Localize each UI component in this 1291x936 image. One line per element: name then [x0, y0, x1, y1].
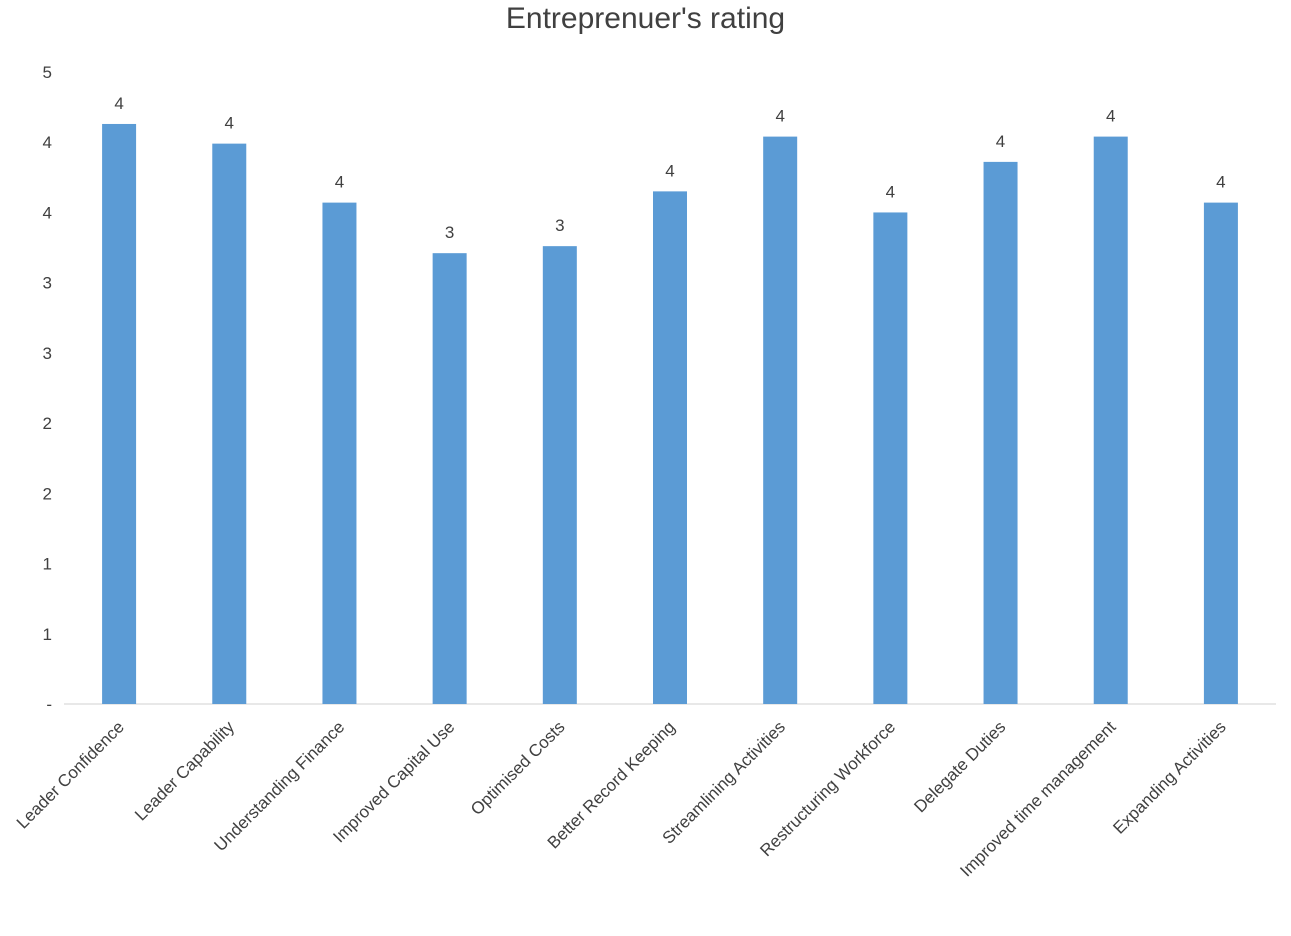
- data-label: 3: [445, 223, 454, 242]
- x-tick-label: Improved Capital Use: [329, 717, 458, 846]
- data-label: 4: [996, 132, 1005, 151]
- bar: [542, 246, 577, 704]
- bar: [1093, 136, 1128, 705]
- x-tick-label: Optimised Costs: [467, 717, 569, 819]
- data-label: 4: [335, 173, 344, 192]
- bar: [212, 143, 247, 705]
- x-tick-label: Expanding Activities: [1109, 717, 1229, 837]
- bar: [1203, 202, 1238, 704]
- x-tick-label: Streamlining Activities: [659, 717, 789, 847]
- bar: [873, 212, 908, 704]
- bar: [102, 123, 137, 704]
- data-label: 3: [555, 216, 564, 235]
- y-tick-label: 3: [43, 344, 52, 363]
- data-label: 4: [225, 114, 234, 133]
- y-tick-label: 4: [43, 203, 52, 222]
- y-tick-label: 2: [43, 484, 52, 503]
- x-tick-label: Understanding Finance: [211, 717, 349, 855]
- y-tick-label: 3: [43, 274, 52, 293]
- bar: [763, 136, 798, 705]
- x-tick-label: Delegate Duties: [910, 717, 1009, 816]
- data-label: 4: [1106, 107, 1115, 126]
- data-label: 4: [114, 94, 123, 113]
- y-tick-label: 2: [43, 414, 52, 433]
- y-tick-label: -: [46, 695, 52, 714]
- y-tick-label: 5: [43, 63, 52, 82]
- y-tick-label: 1: [43, 555, 52, 574]
- x-tick-label: Leader Capability: [131, 717, 238, 824]
- chart-title: Entreprenuer's rating: [505, 2, 786, 35]
- bar: [653, 191, 687, 704]
- x-tick-label: Better Record Keeping: [544, 717, 679, 852]
- data-label: 4: [775, 107, 784, 126]
- data-label: 4: [1216, 173, 1225, 192]
- bar: [983, 161, 1018, 704]
- x-tick-label: Leader Confidence: [13, 717, 128, 832]
- bar: [432, 253, 467, 704]
- data-label: 4: [665, 161, 674, 180]
- bar: [322, 202, 357, 704]
- data-label: 4: [886, 182, 895, 201]
- y-tick-label: 1: [43, 625, 52, 644]
- y-tick-label: 4: [43, 133, 52, 152]
